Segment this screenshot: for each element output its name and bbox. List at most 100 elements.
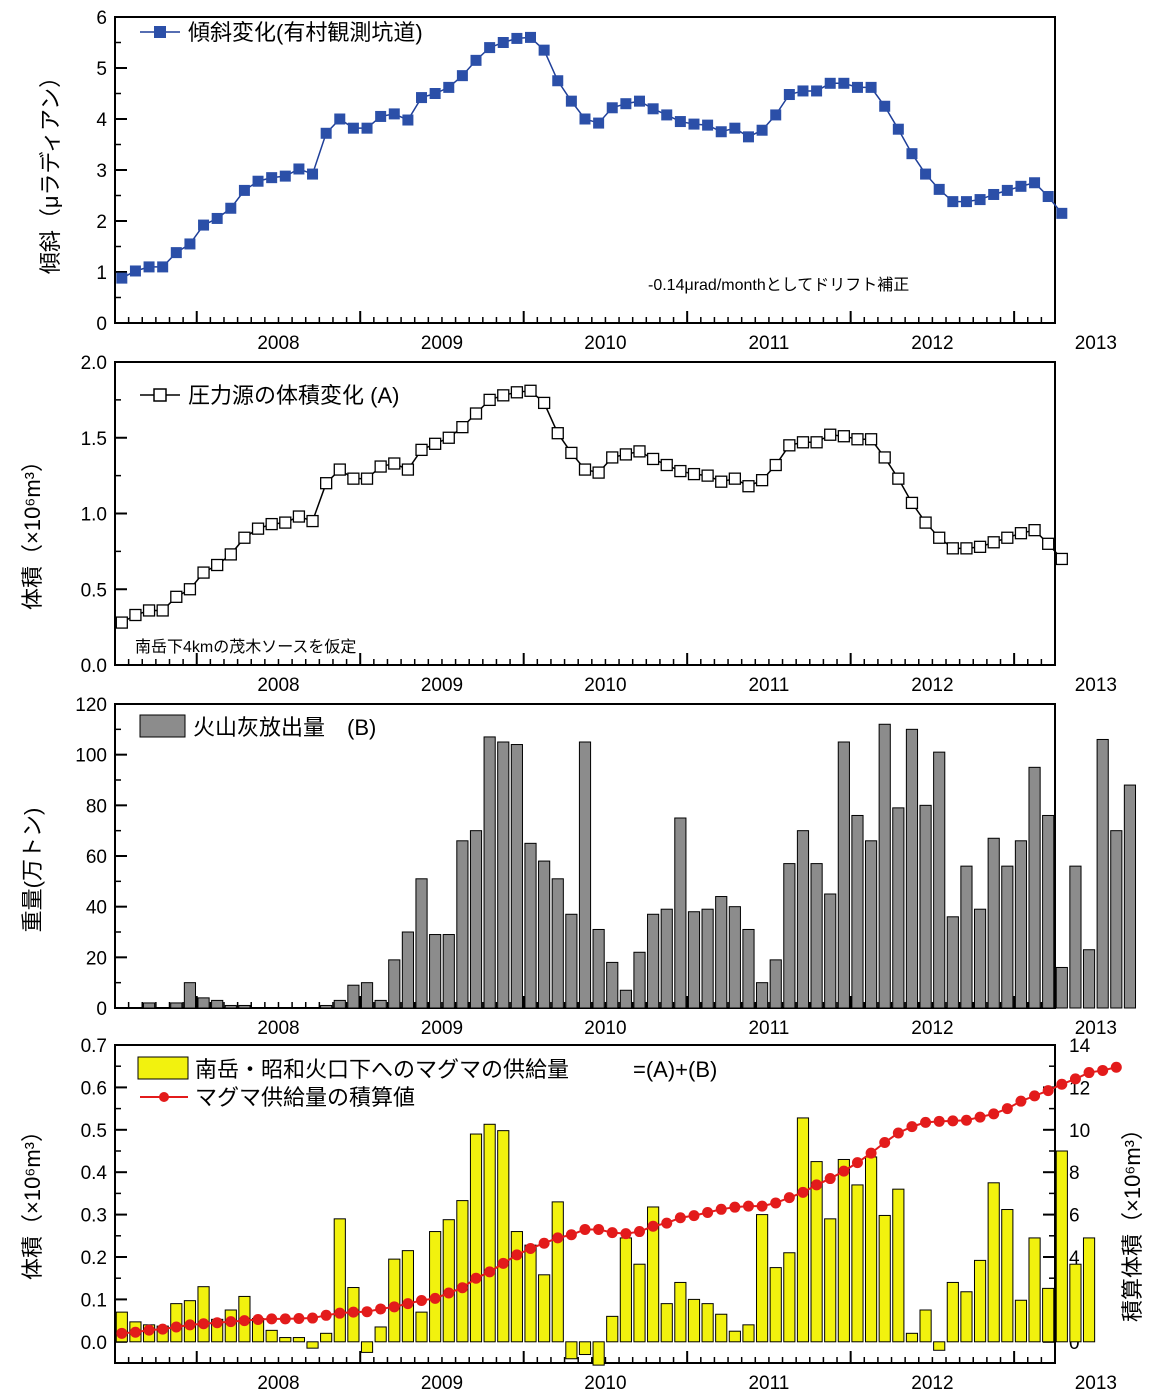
- volume-point: [428, 437, 442, 450]
- ash-y-axis-title: 重量(万トン): [20, 808, 45, 933]
- supply-bar: [1069, 1263, 1082, 1343]
- cumulative-point: [960, 1114, 972, 1126]
- tilt-x-tick-label: 2011: [748, 333, 789, 354]
- tilt-x-tick-label: 2010: [584, 333, 626, 354]
- supply-bar: [538, 1274, 551, 1343]
- volume-point: [973, 540, 987, 553]
- volume-point: [1028, 524, 1041, 537]
- supply-y-axis-title: 体積（×10⁶m³）: [20, 1120, 45, 1280]
- tilt-y-tick-label: 1: [96, 263, 107, 284]
- tilt-point: [742, 131, 754, 143]
- supply-bar: [769, 1267, 782, 1343]
- supply-bar: [497, 1130, 510, 1343]
- tilt-point: [715, 126, 727, 138]
- tilt-point: [334, 113, 346, 125]
- volume-point: [306, 514, 319, 528]
- volume-point: [415, 443, 428, 457]
- ash-bar: [715, 896, 728, 1009]
- cumulative-point: [838, 1165, 850, 1177]
- supply-bar: [306, 1341, 319, 1349]
- ash-legend-swatch: [139, 714, 186, 738]
- ash-y-tick-label: 20: [86, 948, 107, 969]
- tilt-point: [347, 122, 359, 134]
- supply-bar: [292, 1337, 305, 1343]
- cumulative-point: [661, 1217, 673, 1229]
- volume-y-tick-label: 2.0: [81, 353, 107, 374]
- cumulative-point: [1069, 1073, 1081, 1085]
- supply-plot-frame: [114, 1044, 1056, 1364]
- ash-bar: [497, 741, 510, 1009]
- supply-series: [115, 1061, 1122, 1366]
- cumulative-point: [1001, 1103, 1013, 1115]
- volume-point: [115, 616, 128, 629]
- tilt-point: [198, 219, 210, 231]
- tilt-point: [593, 117, 605, 129]
- volume-point: [388, 457, 401, 470]
- cumulative-point: [851, 1157, 863, 1169]
- supply-bar: [1042, 1287, 1055, 1343]
- volume-y-tick-label: 1.0: [81, 505, 107, 526]
- volume-point: [687, 467, 701, 481]
- tilt-legend-label: 傾斜変化(有村観測坑道): [188, 20, 423, 45]
- volume-point: [251, 522, 265, 535]
- ash-bar: [919, 804, 932, 1009]
- supply-bar: [933, 1341, 946, 1351]
- tilt-point: [225, 202, 237, 214]
- volume-point: [442, 431, 455, 444]
- tilt-point: [674, 116, 686, 128]
- ash-x-tick-label: 2008: [257, 1018, 299, 1039]
- volume-legend-label: 圧力源の体積変化 (A): [188, 383, 399, 408]
- ash-bar: [578, 741, 592, 1009]
- tilt-y-axis-title: 傾斜（μラディアン）: [38, 66, 63, 274]
- volume-point: [919, 516, 932, 529]
- volume-point: [183, 583, 197, 596]
- ash-legend: 火山灰放出量 (B): [139, 714, 376, 740]
- supply-bar: [1055, 1150, 1068, 1343]
- cumulative-point: [647, 1220, 659, 1232]
- tilt-point: [211, 212, 223, 224]
- ash-bar: [810, 863, 823, 1009]
- ash-bar: [783, 863, 796, 1009]
- supply-x-tick-label: 2010: [584, 1373, 626, 1393]
- supply-bar: [197, 1286, 210, 1343]
- supply-x-tick-label: 2013: [1075, 1373, 1117, 1393]
- ash-y-tick-label: 120: [75, 695, 107, 716]
- tilt-point: [375, 110, 387, 122]
- supply-bar: [674, 1281, 687, 1343]
- volume-point: [619, 448, 633, 461]
- volume-point: [524, 384, 537, 397]
- ash-bar: [619, 989, 632, 1009]
- cumulative-point: [565, 1229, 577, 1241]
- volume-line: [121, 390, 1063, 624]
- cumulative-point: [361, 1306, 373, 1318]
- ash-x-tick-label: 2012: [911, 1018, 953, 1039]
- volume-point: [905, 496, 919, 510]
- cumulative-point: [1056, 1078, 1068, 1090]
- supply-bar: [429, 1231, 442, 1343]
- tilt-point: [920, 168, 932, 180]
- ash-bar: [592, 928, 605, 1009]
- supply-bar: [756, 1214, 769, 1343]
- ash-bar: [960, 865, 973, 1009]
- tilt-y-tick-label: 0: [96, 314, 107, 335]
- tilt-point: [865, 81, 877, 93]
- cumulative-point: [375, 1303, 387, 1315]
- ash-bar: [606, 961, 619, 1009]
- volume-panel: 2008 2009 2010 2011 2012 20130.00.51.01.52.0 …: [20, 353, 1117, 696]
- cumulative-point: [334, 1307, 346, 1319]
- tilt-point: [470, 54, 482, 66]
- volume-x-tick-label: 2008: [257, 675, 299, 696]
- supply-bar: [565, 1341, 578, 1360]
- volume-point: [783, 439, 796, 452]
- cumulative-point: [456, 1282, 468, 1294]
- volume-point: [142, 604, 156, 617]
- cumulative-point: [674, 1212, 686, 1224]
- cumulative-point: [402, 1298, 414, 1310]
- ash-axis-ticks: 2008 2009 2010 2011 2012 2013 0 20 40 60 80 100 120: [75, 695, 1117, 1039]
- supply-bar: [483, 1123, 496, 1343]
- supply-bar: [1014, 1299, 1028, 1343]
- ash-bar: [892, 807, 905, 1009]
- supply-x-tick-label: 2009: [421, 1373, 463, 1393]
- cumulative-point: [552, 1232, 564, 1244]
